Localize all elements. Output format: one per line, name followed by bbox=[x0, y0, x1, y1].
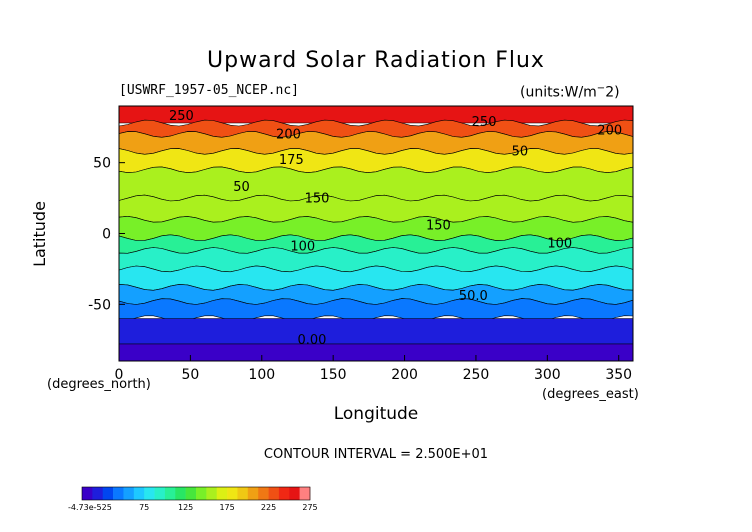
contour-label: 150 bbox=[305, 191, 330, 206]
colorbar-swatch bbox=[299, 487, 311, 500]
contour-label: 50 bbox=[233, 180, 250, 195]
y-tick-label: 50 bbox=[93, 156, 111, 172]
contour-label: 150 bbox=[426, 218, 451, 233]
colorbar-tick-label: 125 bbox=[178, 503, 193, 512]
colorbar-swatch bbox=[144, 487, 155, 500]
colorbar-swatch bbox=[164, 487, 176, 500]
x-tick-label: 200 bbox=[391, 367, 418, 383]
file-label: [USWRF_1957-05_NCEP.nc] bbox=[119, 83, 300, 98]
contour-label: 50 bbox=[512, 145, 529, 160]
colorbar-tick-label: 225 bbox=[261, 503, 276, 512]
x-tick-label: 0 bbox=[115, 367, 124, 383]
colorbar-swatch bbox=[289, 487, 300, 500]
lat-band bbox=[118, 343, 634, 362]
colorbar-swatch bbox=[185, 487, 197, 500]
contour-label: 175 bbox=[279, 153, 304, 168]
x-tick-label: 300 bbox=[534, 367, 561, 383]
y-tick-label: 0 bbox=[102, 227, 111, 243]
colorbar-swatch bbox=[206, 487, 218, 500]
y-tick-label: -50 bbox=[88, 297, 111, 313]
units-label: (units:W/m−2) bbox=[520, 83, 620, 101]
lat-band bbox=[118, 318, 634, 345]
chart-title: Upward Solar Radiation Flux bbox=[207, 48, 545, 73]
colorbar-swatch bbox=[196, 487, 207, 500]
colorbar-swatch bbox=[133, 487, 145, 500]
lat-band bbox=[118, 265, 634, 291]
colorbar-swatch bbox=[175, 487, 186, 500]
colorbar-tick-label: 75 bbox=[139, 503, 149, 512]
colorbar-swatch bbox=[247, 487, 259, 500]
contour-label: 250 bbox=[472, 115, 497, 130]
colorbar-swatch bbox=[113, 487, 124, 500]
colorbar-tick-label: 275 bbox=[302, 503, 317, 512]
colorbar-min-label: -4.73e-525 bbox=[68, 503, 112, 512]
contour-interval-note: CONTOUR INTERVAL = 2.500E+01 bbox=[263, 447, 489, 462]
colorbar-swatch bbox=[258, 487, 269, 500]
x-tick-label: 150 bbox=[320, 367, 347, 383]
colorbar-swatch bbox=[123, 487, 135, 500]
colorbar-swatch bbox=[154, 487, 166, 500]
x-tick-label: 350 bbox=[605, 367, 632, 383]
contour-label: 200 bbox=[597, 123, 622, 138]
colorbar-swatch bbox=[82, 487, 93, 500]
colorbar-swatch bbox=[92, 487, 104, 500]
contour-label: 100 bbox=[290, 240, 315, 255]
x-unit-label-left: (degrees_north) bbox=[47, 377, 151, 392]
contour-label: 250 bbox=[169, 109, 194, 124]
x-tick-label: 50 bbox=[181, 367, 199, 383]
x-axis-label: Longitude bbox=[333, 404, 419, 424]
colorbar-swatch bbox=[102, 487, 114, 500]
contour-label: 100 bbox=[547, 237, 572, 252]
colorbar-swatch bbox=[268, 487, 280, 500]
colorbar-swatch bbox=[227, 487, 238, 500]
lat-band bbox=[118, 105, 634, 124]
colorbar-tick-label: 175 bbox=[219, 503, 234, 512]
x-unit-label-right: (degrees_east) bbox=[542, 387, 639, 402]
colorbar-frame bbox=[81, 486, 311, 501]
contour-label: 0.00 bbox=[297, 333, 326, 348]
lat-band bbox=[118, 131, 634, 155]
colorbar-swatch bbox=[216, 487, 228, 500]
contour-label: 200 bbox=[276, 128, 301, 143]
colorbar-swatch bbox=[278, 487, 290, 500]
contour-label: 50.0 bbox=[459, 289, 488, 304]
lat-band bbox=[118, 284, 634, 305]
colorbar-swatch bbox=[237, 487, 249, 500]
x-tick-label: 100 bbox=[248, 367, 275, 383]
x-tick-label: 250 bbox=[463, 367, 490, 383]
